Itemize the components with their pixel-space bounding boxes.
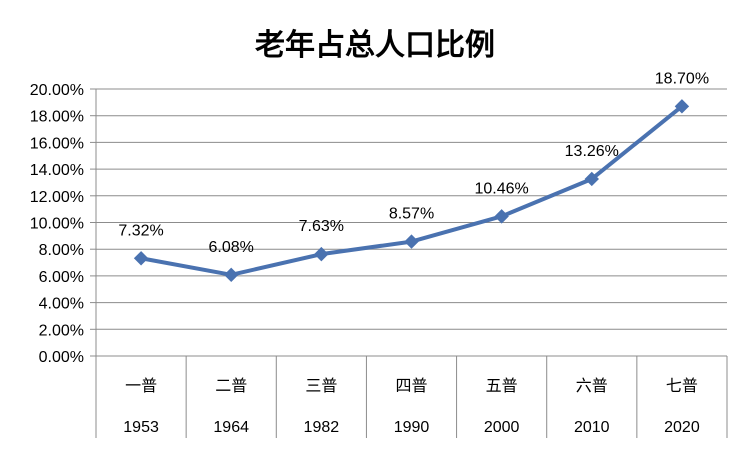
data-label: 18.70% — [655, 70, 709, 87]
data-label: 6.08% — [209, 239, 254, 256]
y-tick-label: 12.00% — [30, 189, 84, 206]
y-tick-label: 2.00% — [39, 322, 84, 339]
data-point-marker — [404, 234, 419, 249]
y-tick-label: 0.00% — [39, 349, 84, 366]
data-point-marker — [224, 267, 239, 283]
x-category-label: 三普 — [305, 376, 337, 395]
x-category-year: 1964 — [213, 419, 249, 436]
x-category-label: 七普 — [666, 376, 698, 395]
grid — [90, 88, 727, 357]
data-label: 7.63% — [299, 218, 344, 235]
y-tick-label: 18.00% — [30, 109, 84, 126]
data-point-marker — [314, 246, 329, 262]
y-tick-label: 6.00% — [39, 269, 84, 286]
x-category-year: 2000 — [484, 419, 520, 436]
y-tick-label: 4.00% — [39, 296, 84, 313]
y-tick-label: 10.00% — [30, 216, 84, 233]
chart-title: 老年占总人口比例 — [255, 28, 495, 63]
x-category-label: 六普 — [576, 376, 608, 395]
x-category-label: 一普 — [125, 376, 157, 395]
x-category-label: 二普 — [215, 376, 247, 395]
series — [133, 99, 690, 283]
x-category-year: 2020 — [664, 419, 700, 436]
y-tick-label: 14.00% — [30, 162, 84, 179]
data-label: 10.46% — [475, 180, 529, 197]
data-point-marker — [133, 251, 149, 266]
x-category-year: 1953 — [123, 419, 159, 436]
y-tick-label: 20.00% — [30, 82, 84, 99]
y-tick-label: 16.00% — [30, 135, 84, 152]
data-label: 7.32% — [118, 222, 163, 239]
x-category-year: 1982 — [304, 419, 340, 436]
x-category-year: 2010 — [574, 419, 610, 436]
data-point-marker — [494, 209, 509, 224]
y-axis-tick-labels: 0.00% 2.00% 4.00% 6.00% 8.00% 10.00% 12.00% 14.… — [30, 82, 84, 366]
y-tick-label: 8.00% — [39, 242, 84, 259]
x-category-label: 五普 — [486, 376, 518, 395]
data-point-marker — [674, 99, 690, 114]
data-label: 13.26% — [565, 143, 619, 160]
data-label: 8.57% — [389, 206, 434, 223]
data-labels: 7.32% 6.08% 7.63% 8.57% 10.46% 13.26% 18.70% — [118, 70, 709, 255]
x-category-year: 1990 — [394, 419, 430, 436]
x-category-label: 四普 — [395, 376, 427, 395]
data-point-marker — [584, 171, 599, 187]
x-axis: 一普 1953 二普 1964 三普 1982 四普 1990 五普 2000 六普 2010 七普 20… — [95, 356, 728, 438]
